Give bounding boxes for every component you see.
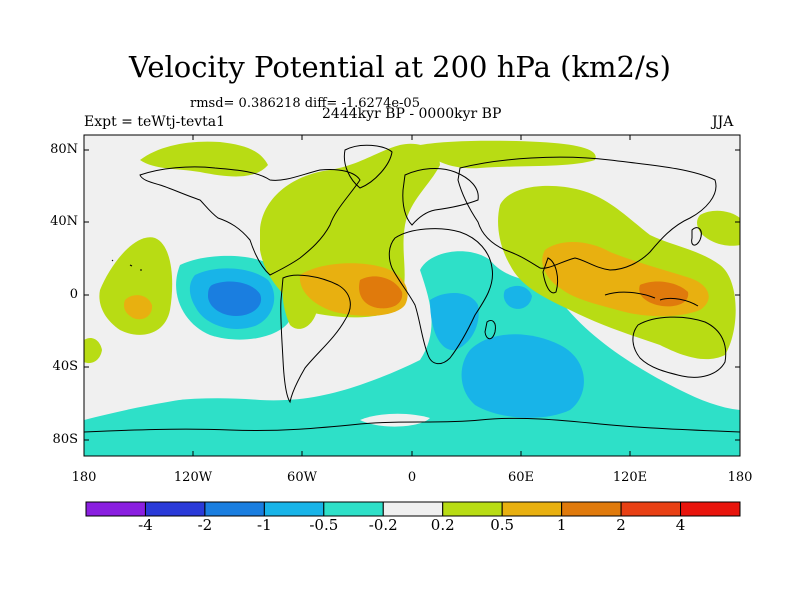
colorbar-swatch [85,501,146,517]
colorbar-swatch [620,501,682,517]
coast-india [542,257,559,294]
coast-asia [457,156,717,271]
neutral-notch [360,413,430,427]
pos-central-pacific [99,237,173,335]
coast-south-america [280,274,351,404]
colorbar-label: -0.5 [309,516,339,534]
neg-south-indian [461,334,584,418]
coast-australia [632,316,727,378]
colorbar-swatch [561,501,622,517]
colorbar-label: 0.5 [490,516,515,534]
coastlines [84,144,740,433]
colorbar-swatch [204,501,265,517]
colorbar-label: -0.2 [368,516,398,534]
coast-japan [691,227,702,246]
neutral-south-pacific [84,335,280,420]
colorbar-swatch [263,501,325,517]
coast-north-america [139,166,361,276]
neg-africa-east [503,285,532,309]
pos-atlantic-strong [359,276,403,309]
pos-north-polar-east [420,140,596,169]
lat-label-40n: 40N [50,214,78,229]
coast-indonesia [604,291,699,307]
colorbar-swatch [501,501,563,517]
lat-label-0: 0 [69,287,78,302]
coast-madagascar [484,319,496,340]
colorbar-label: -1 [257,516,272,534]
neg-band-south [84,251,740,456]
coast-antarctica [84,417,740,433]
pos-west-pacific-small [697,210,740,246]
colorbar-swatch [382,501,444,517]
colorbar-label: 0.2 [430,516,455,534]
colorbar-swatch [680,501,741,517]
lon-label-60w: 60W [287,470,317,485]
plot-title: Velocity Potential at 200 hPa (km2/s) [129,50,671,84]
lon-label-180w: 180 [71,470,97,485]
lon-label-120w: 120W [173,470,213,485]
season-label: JJA [712,114,734,130]
coast-europe [402,167,479,226]
coast-greenland [343,144,393,189]
colorbar [85,501,741,517]
pos-pacific-core [123,295,153,320]
period-label: 2444kyr BP - 0000kyr BP [322,106,502,122]
lon-ticks [83,135,741,456]
colorbar-label: 1 [556,516,567,534]
colorbar-label: 4 [675,516,686,534]
lon-label-60e: 60E [507,470,535,485]
colorbar-swatch [323,501,384,517]
colorbar-label: -2 [197,516,213,534]
lat-ticks [84,149,740,441]
neg-africa-indian [430,293,479,351]
lat-label-80n: 80N [50,142,78,157]
pos-asia-strong [639,281,689,307]
colorbar-swatch [442,501,503,517]
experiment-label: Expt = teWtj-tevta1 [84,114,226,130]
colorbar-label: 2 [616,516,626,534]
lat-label-80s: 80S [52,432,78,447]
colorbar-label: -4 [138,516,153,534]
lon-label-0: 0 [407,470,417,485]
lon-label-180e: 180 [727,470,753,485]
contour-field [84,135,740,456]
pos-south-pacific-small [84,338,102,364]
stats-line: rmsd= 0.386218 diff= -1.6274e-05 [190,96,420,111]
colorbar-swatch [144,501,206,517]
lat-label-40s: 40S [52,359,78,374]
lon-label-120e: 120E [612,470,648,485]
coast-pacific-islands [111,259,142,271]
coast-africa [388,228,494,365]
neg-east-pacific-core [208,281,262,316]
